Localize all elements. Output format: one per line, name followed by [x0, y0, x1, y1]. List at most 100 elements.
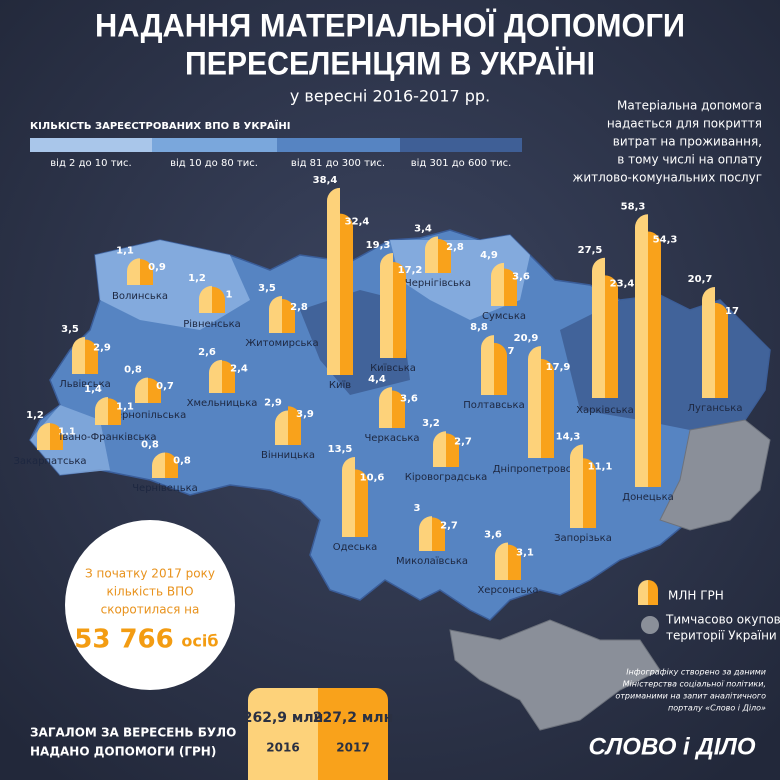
bar-2016 — [481, 335, 494, 395]
region-name: Волинська — [112, 291, 168, 302]
note: Матеріальна допомога надається для покри… — [573, 99, 762, 185]
occupied-east — [659, 419, 771, 531]
bar-2017 — [282, 298, 295, 333]
value-label-2017: 2,7 — [454, 436, 472, 447]
bar-2017 — [50, 423, 63, 450]
bar-2017 — [85, 339, 98, 374]
bar-2016 — [425, 236, 438, 273]
bar-2016 — [199, 285, 212, 313]
total-2016-box — [248, 688, 318, 780]
value-label-2016: 4,9 — [480, 250, 498, 261]
value-label-2016: 13,5 — [328, 444, 353, 455]
bar-2017 — [165, 452, 178, 478]
bar-2016 — [528, 346, 541, 458]
legend-bar-icon — [638, 580, 648, 605]
totals-caption: НАДАНО ДОПОМОГИ (ГРН) — [30, 745, 216, 759]
bar-2017 — [446, 433, 459, 467]
region-name: Черкаська — [364, 433, 419, 444]
bar-2017 — [541, 359, 554, 458]
region-name: Донецька — [622, 492, 674, 503]
bar-2017 — [494, 342, 507, 395]
value-label-2016: 3,5 — [258, 283, 276, 294]
value-label-2016: 20,7 — [688, 274, 713, 285]
legend-swatch — [400, 138, 522, 152]
region-name: Сумська — [482, 311, 526, 322]
value-label-2016: 3,4 — [414, 223, 432, 234]
region-name: Хмельницька — [187, 398, 258, 409]
value-label-2016: 2,6 — [198, 347, 216, 358]
bar-2017 — [355, 469, 368, 537]
bar-2017 — [715, 302, 728, 398]
legend-swatch — [30, 138, 152, 152]
value-label-2016: 3,5 — [61, 324, 79, 335]
value-label-2016: 1,2 — [188, 273, 206, 284]
bar-2016 — [135, 377, 148, 403]
legend-occupied-label: території України — [666, 629, 777, 643]
bar-2016 — [419, 516, 432, 551]
total-amount: 262,9 млн — [243, 710, 324, 726]
title: ПЕРЕСЕЛЕНЦЯМ В УКРАЇНІ — [185, 45, 595, 81]
value-label-2017: 3,1 — [516, 548, 534, 559]
bar-2016 — [379, 387, 392, 428]
value-label-2016: 1,1 — [116, 245, 134, 256]
bar-2017 — [648, 231, 661, 487]
bar-2017 — [148, 377, 161, 403]
region-name: Київ — [329, 380, 351, 391]
bar-2016 — [152, 452, 165, 478]
callout-number: 53 766 — [74, 625, 174, 655]
value-label-2017: 0,9 — [148, 262, 166, 273]
bar-2017 — [222, 360, 235, 393]
total-year: 2017 — [336, 741, 369, 755]
value-label-2016: 0,8 — [141, 440, 159, 451]
bar-2017 — [288, 406, 301, 445]
bar-2016 — [327, 187, 340, 375]
region-name: Рівненська — [183, 318, 241, 330]
bar-2017 — [504, 268, 517, 306]
value-label-2017: 7 — [508, 346, 515, 357]
value-label-2017: 2,7 — [440, 520, 458, 531]
bar-2017 — [438, 238, 451, 273]
note-line: надається для покриття — [607, 117, 762, 131]
region-name: Харківська — [576, 404, 634, 416]
value-label-2016: 3,2 — [422, 418, 440, 429]
region-name: Чернівецька — [132, 482, 198, 494]
value-label-2017: 1 — [226, 290, 233, 301]
note-line: житлово-комунальних послуг — [573, 171, 762, 185]
region-name: Чернігівська — [405, 277, 471, 289]
bar-2017 — [392, 390, 405, 428]
value-label-2016: 3,6 — [484, 530, 502, 541]
value-label-2017: 17,2 — [398, 265, 423, 276]
bar-2016 — [209, 359, 222, 393]
note-line: витрат на проживання, — [613, 135, 762, 149]
title: НАДАННЯ МАТЕРІАЛЬНОЇ ДОПОМОГИ — [95, 7, 685, 43]
bar-2016 — [702, 286, 715, 398]
value-label-2016: 1,2 — [26, 410, 44, 421]
region-bars: 1,1 0,9 Волинська 1,2 1 Рівненська 3,5 2,8 Житом… — [13, 175, 742, 596]
value-label-2016: 4,4 — [368, 374, 386, 385]
legend-occupied-icon — [641, 616, 659, 634]
value-label-2017: 3,6 — [512, 272, 530, 283]
value-label-2017: 23,4 — [610, 278, 635, 289]
region-name: Одеська — [333, 542, 378, 553]
bar-2017 — [212, 286, 225, 313]
bar-2016 — [95, 396, 108, 425]
callout-line: скоротилася на — [101, 603, 200, 617]
value-label-2017: 0,8 — [173, 456, 191, 467]
bar-2016 — [592, 257, 605, 398]
value-label-2017: 17 — [725, 306, 739, 317]
region-name: Київська — [370, 363, 416, 374]
value-label-2016: 14,3 — [556, 432, 581, 443]
callout-circle — [65, 520, 235, 690]
legend-bars-label: МЛН ГРН — [668, 589, 724, 603]
region-name: Миколаївська — [396, 556, 468, 567]
note-line: в тому числі на оплату — [617, 153, 762, 167]
legend-occupied-label: Тимчасово окуповані — [665, 613, 780, 627]
value-label-2017: 1,1 — [116, 401, 134, 412]
region-name: Кіровоградська — [405, 471, 488, 483]
bar-2017 — [583, 458, 596, 528]
bar-2016 — [342, 456, 355, 537]
callout-unit: осіб — [181, 632, 218, 651]
region-name: Вінницька — [261, 449, 315, 461]
